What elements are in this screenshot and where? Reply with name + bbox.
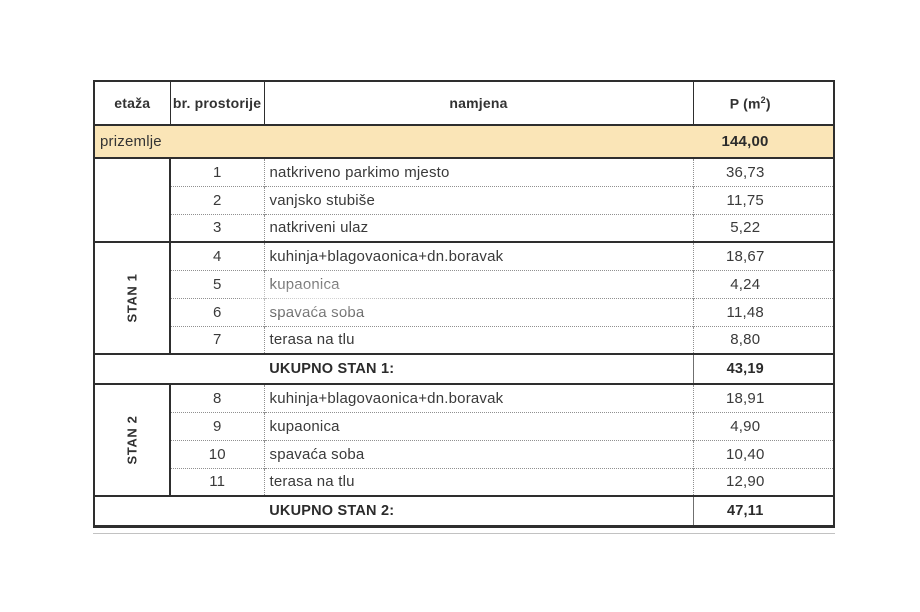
room-name: spavaća soba [263, 439, 693, 468]
row-number: 4 [170, 241, 264, 270]
table-row: 10 spavaća soba 10,40 [94, 439, 834, 468]
row-number: 3 [170, 213, 264, 242]
table-row: 11 terasa na tlu 12,90 [94, 467, 834, 496]
p-m2-prefix: P (m [729, 95, 761, 112]
room-name: kuhinja+blagovaonica+dn.boravak [263, 383, 693, 412]
row-number: 1 [170, 157, 264, 186]
row-number: 2 [170, 185, 264, 214]
room-area: 4,90 [692, 411, 834, 440]
room-area: 11,48 [692, 297, 834, 326]
header-cell-p-m2: P (m2) [692, 80, 835, 126]
stan2-total-area: 47,11 [692, 495, 834, 527]
room-area: 10,40 [692, 439, 834, 468]
floor-summary-row: prizemlje 144,00 [94, 124, 834, 159]
room-area: 8,80 [692, 325, 834, 354]
room-area: 18,91 [692, 383, 834, 412]
room-area: 11,75 [692, 185, 834, 214]
etaza-empty-cell [94, 157, 171, 242]
table-row: 2 vanjsko stubiše 11,75 [94, 185, 834, 214]
room-area: 5,22 [692, 213, 834, 242]
header-cell-br-prostorije: br. prostorije [169, 80, 265, 126]
table-row: 7 terasa na tlu 8,80 [94, 325, 834, 354]
row-number: 6 [170, 297, 264, 326]
room-area: 36,73 [692, 157, 834, 186]
stan1-total-area: 43,19 [692, 353, 834, 385]
room-name: kuhinja+blagovaonica+dn.boravak [263, 241, 693, 270]
room-area: 4,24 [692, 269, 834, 298]
room-area: 12,90 [692, 467, 834, 496]
etaza-stan2-cell: STAN 2 [94, 383, 171, 496]
floor-label: prizemlje [94, 124, 693, 159]
room-name: terasa na tlu [263, 325, 693, 354]
stan2-total-row: UKUPNO STAN 2: 47,11 [94, 495, 834, 527]
header-cell-etaza: etaža [93, 80, 171, 126]
table-row: STAN 1 4 kuhinja+blagovaonica+dn.boravak… [94, 241, 834, 354]
room-name: terasa na tlu [263, 467, 693, 496]
table-row: 6 spavaća soba 11,48 [94, 297, 834, 326]
room-name: kupaonica [263, 269, 693, 298]
stan2-total-label: UKUPNO STAN 2: [94, 495, 693, 527]
room-name: spavaća soba [263, 297, 693, 326]
table-header-row: etaža br. prostorije namjena P (m2) [93, 80, 835, 126]
room-name: kupaonica [263, 411, 693, 440]
row-number: 9 [170, 411, 264, 440]
row-number: 10 [170, 439, 264, 468]
stan1-rotated-label: STAN 1 [124, 273, 140, 323]
row-number: 5 [170, 269, 264, 298]
stan1-total-row: UKUPNO STAN 1: 43,19 [94, 353, 834, 385]
room-area: 18,67 [692, 241, 834, 270]
table-row: 3 natkriveni ulaz 5,22 [94, 213, 834, 242]
room-area-table: etaža br. prostorije namjena P (m2) priz… [93, 80, 835, 528]
room-name: natkriveni ulaz [263, 213, 693, 242]
table-row: STAN 2 8 kuhinja+blagovaonica+dn.boravak… [94, 383, 834, 496]
row-number: 7 [170, 325, 264, 354]
row-number: 11 [170, 467, 264, 496]
scan-double-line-artifact [93, 533, 835, 534]
stan1-total-label: UKUPNO STAN 1: [94, 353, 693, 385]
room-name: vanjsko stubiše [263, 185, 693, 214]
table-row: 9 kupaonica 4,90 [94, 411, 834, 440]
table-row: 5 kupaonica 4,24 [94, 269, 834, 298]
stan2-rotated-label: STAN 2 [124, 415, 140, 465]
p-m2-superscript: 2 [760, 94, 766, 105]
header-cell-namjena: namjena [263, 80, 694, 126]
etaza-stan1-cell: STAN 1 [94, 241, 171, 354]
room-name: natkriveno parkimo mjesto [263, 157, 693, 186]
row-number: 8 [170, 383, 264, 412]
p-m2-suffix: ) [765, 95, 771, 112]
table-row: 1 natkriveno parkimo mjesto 36,73 [94, 157, 834, 242]
floor-total-area: 144,00 [693, 124, 834, 159]
